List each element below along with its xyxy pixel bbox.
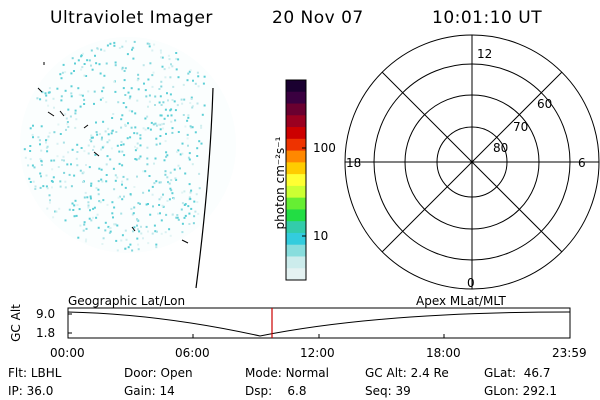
timeline-y-label: GC Alt: [9, 304, 23, 342]
date-label: 20 Nov 07: [272, 8, 364, 28]
colorbar-frame: [285, 79, 307, 281]
status-value: 292.1: [522, 384, 557, 398]
status-label: Seq:: [365, 384, 392, 398]
timeline-left-caption: Geographic Lat/Lon: [68, 294, 186, 308]
colorbar-unit-label: photon cm⁻²s⁻¹: [273, 136, 287, 230]
lat-label-80: 80: [493, 141, 509, 155]
status-value: Normal: [285, 366, 329, 380]
instrument-title: Ultraviolet Imager: [50, 8, 213, 28]
status-label: Flt:: [8, 366, 27, 380]
status-glon: GLon: 292.1: [484, 384, 557, 398]
status-mode: Mode: Normal: [245, 366, 329, 380]
timeline-frame: [67, 307, 571, 339]
timeline-right-caption: Apex MLat/MLT: [416, 294, 506, 308]
status-value: Open: [160, 366, 193, 380]
uv-image-disk: [20, 37, 236, 289]
colorbar-cell: [286, 209, 306, 222]
polar-plot: [344, 34, 600, 290]
terminator-line: [195, 87, 214, 289]
colorbar-cell: [286, 150, 306, 163]
status-label: Dsp:: [245, 384, 273, 398]
timeline-x-tick-1800: 18:00: [426, 346, 461, 360]
colorbar: [285, 79, 307, 281]
colorbar-label-100: 100: [313, 141, 336, 155]
colorbar-cell: [286, 268, 306, 281]
timeline-y-tick-1: 1.8: [36, 326, 56, 340]
status-value: LBHL: [30, 366, 62, 380]
timeline-plot: [67, 307, 571, 339]
status-value: 14: [159, 384, 175, 398]
colorbar-cell: [286, 80, 306, 93]
status-seq: Seq: 39: [365, 384, 411, 398]
status-label: IP:: [8, 384, 23, 398]
colorbar-cell: [286, 103, 306, 116]
time-label: 10:01:10 UT: [432, 8, 543, 28]
mlt-label-0: 0: [467, 276, 475, 290]
polar-diagonal-2: [381, 71, 563, 253]
status-label: GC Alt:: [365, 366, 407, 380]
colorbar-cell: [286, 244, 306, 257]
status-dsp: Dsp: 6.8: [245, 384, 307, 398]
status-value: 36.0: [26, 384, 54, 398]
status-ip: IP: 36.0: [8, 384, 53, 398]
colorbar-cell: [286, 197, 306, 210]
lat-label-70: 70: [513, 120, 529, 134]
status-label: GLat:: [484, 366, 517, 380]
colorbar-cell: [286, 91, 306, 105]
status-gc-alt: GC Alt: 2.4 Re: [365, 366, 449, 380]
status-label: Mode:: [245, 366, 282, 380]
timeline-y-tick-9: 9.0: [36, 307, 56, 321]
timeline-x-tick-2359: 23:59: [552, 346, 587, 360]
status-value: 6.8: [287, 384, 307, 398]
colorbar-cell: [286, 162, 306, 175]
colorbar-cell: [286, 232, 306, 246]
image-speckles: [23, 40, 206, 252]
colorbar-cell: [286, 256, 306, 269]
altitude-curve: [67, 311, 571, 337]
timeline-x-ticks: [67, 313, 571, 338]
timeline-x-tick-0000: 00:00: [50, 346, 85, 360]
image-artifacts: [37, 62, 189, 244]
colorbar-cell: [286, 174, 306, 187]
status-value: 46.7: [523, 366, 551, 380]
status-label: GLon:: [484, 384, 519, 398]
colorbar-cell: [286, 115, 306, 128]
colorbar-label-10: 10: [313, 229, 329, 243]
colorbar-cell: [286, 138, 306, 152]
status-gain: Gain: 14: [124, 384, 175, 398]
mlt-label-6: 6: [578, 156, 586, 170]
status-value: 39: [395, 384, 411, 398]
status-door: Door: Open: [124, 366, 193, 380]
mlt-label-12: 12: [477, 47, 493, 61]
lat-label-60: 60: [537, 97, 553, 111]
mlt-label-18: 18: [346, 156, 362, 170]
colorbar-cell: [286, 127, 306, 140]
colorbar-cell: [286, 221, 306, 234]
timeline-x-tick-1200: 12:00: [300, 346, 335, 360]
status-label: Gain:: [124, 384, 156, 398]
status-label: Door:: [124, 366, 157, 380]
status-flt: Flt: LBHL: [8, 366, 61, 380]
status-glat: GLat: 46.7: [484, 366, 550, 380]
timeline-x-tick-0600: 06:00: [175, 346, 210, 360]
status-value: 2.4 Re: [410, 366, 449, 380]
colorbar-cell: [286, 185, 306, 199]
